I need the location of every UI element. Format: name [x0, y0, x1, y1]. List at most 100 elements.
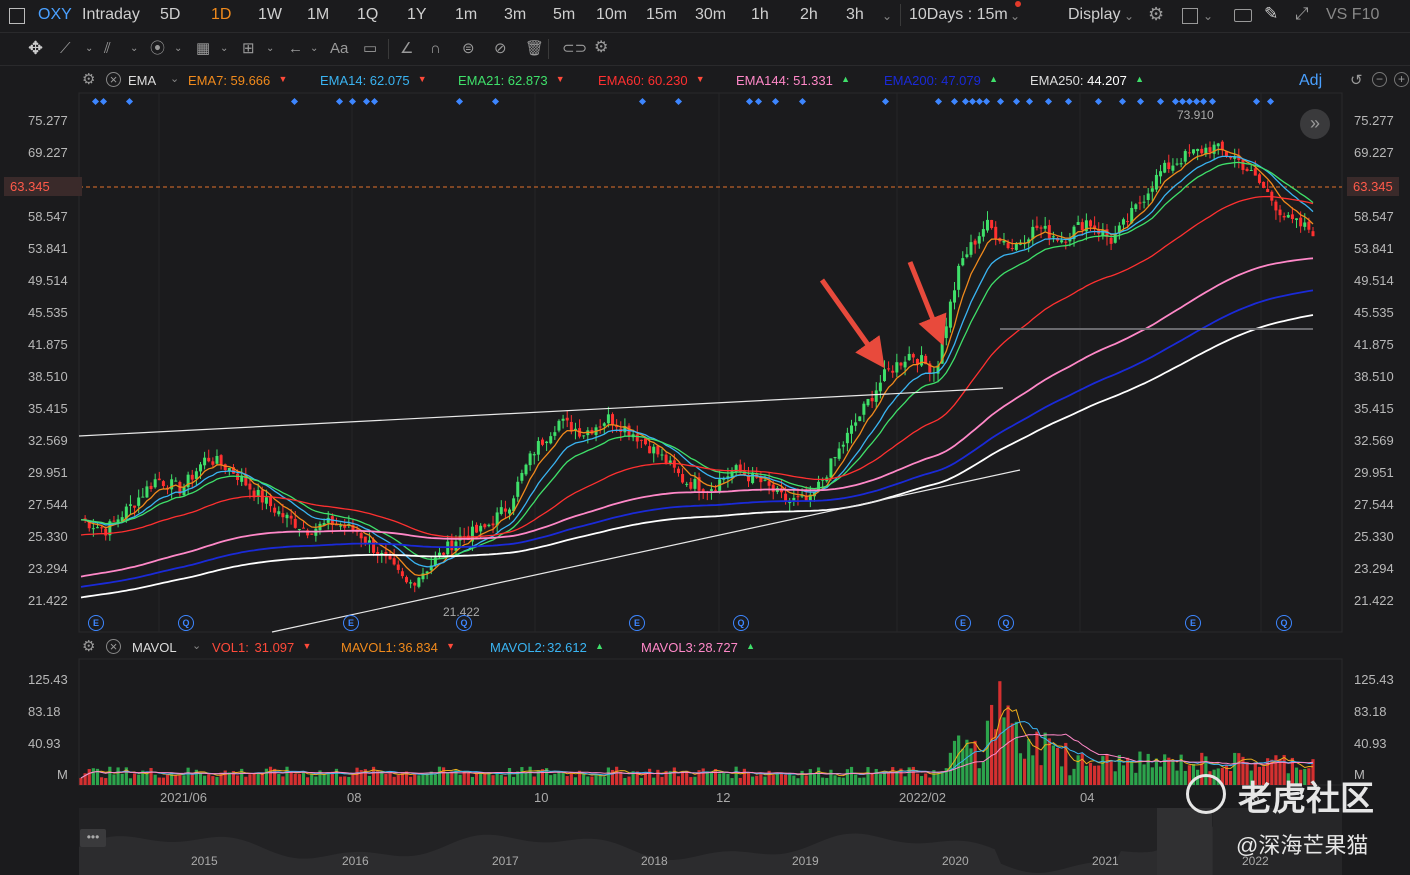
magnet-icon[interactable]: ∩: [430, 40, 441, 57]
undo-icon[interactable]: ↺: [1350, 72, 1363, 89]
channel-icon[interactable]: ⫽: [104, 40, 111, 57]
candle-body: [1167, 162, 1171, 170]
candle-body: [899, 362, 903, 366]
volume-bar: [474, 773, 479, 785]
scroll-right-button[interactable]: »: [1300, 109, 1330, 139]
period-30min[interactable]: 30m: [695, 6, 727, 23]
tool-chevron-icon[interactable]: ⌄: [174, 43, 183, 54]
mavol-chevron-icon[interactable]: ⌄: [192, 640, 202, 652]
ema-settings-gear-icon[interactable]: ⚙: [82, 71, 96, 88]
trend-line-icon[interactable]: ⟋: [60, 40, 71, 57]
candle-body: [532, 454, 536, 456]
fullscreen-icon[interactable]: ⤢: [1295, 4, 1309, 23]
period-1q[interactable]: 1Q: [357, 6, 379, 23]
zoom-in-icon[interactable]: +: [1394, 72, 1409, 87]
display-chevron-icon[interactable]: ⌄: [1124, 9, 1135, 23]
period-5min[interactable]: 5m: [553, 6, 576, 23]
hide-drawings-icon[interactable]: ⊘: [494, 40, 507, 57]
volume-bar: [1113, 771, 1117, 785]
pen-icon[interactable]: ✎: [1264, 4, 1279, 23]
vol-close-icon[interactable]: ×: [106, 639, 121, 654]
period-1h[interactable]: 1h: [751, 6, 769, 23]
volume-bar: [816, 767, 821, 785]
period-intraday[interactable]: Intraday: [82, 6, 140, 23]
volume-bar: [446, 772, 450, 785]
measure-icon[interactable]: ⊞: [242, 40, 255, 57]
candle-body: [388, 555, 392, 560]
settings-gear-icon[interactable]: ⚙: [1148, 4, 1165, 24]
period-5d[interactable]: 5D: [160, 6, 181, 23]
volume-bar: [1290, 757, 1294, 785]
volume-bar: [1224, 764, 1229, 785]
volume-bar: [734, 766, 738, 785]
ema-line-60: [80, 195, 1314, 538]
tool-chevron-icon[interactable]: ⌄: [85, 43, 94, 54]
polyline-icon[interactable]: ⦿: [150, 40, 166, 57]
fibonacci-icon[interactable]: ▦: [196, 40, 211, 57]
period-1m-month[interactable]: 1M: [307, 6, 330, 23]
trash-icon[interactable]: 🗑: [525, 40, 545, 57]
zoom-out-icon[interactable]: −: [1372, 72, 1387, 87]
candle-body: [1290, 214, 1294, 219]
ema-0-label: EMA7:: [188, 73, 228, 88]
period-3min[interactable]: 3m: [504, 6, 527, 23]
overview-handle[interactable]: •••: [80, 829, 106, 847]
ema-title[interactable]: EMA: [128, 73, 157, 88]
vol-settings-gear-icon[interactable]: ⚙: [82, 638, 96, 655]
chart-canvas[interactable]: [0, 66, 1410, 875]
vs-f10-button[interactable]: VS F10: [1326, 6, 1380, 23]
period-3h[interactable]: 3h: [846, 6, 864, 23]
period-2h[interactable]: 2h: [800, 6, 818, 23]
tool-chevron-icon[interactable]: ⌄: [266, 43, 275, 54]
period-10min[interactable]: 10m: [596, 6, 628, 23]
date-tick: 10: [534, 790, 549, 805]
range-select[interactable]: 10Days : 15m: [909, 6, 1008, 23]
candle-body: [985, 219, 989, 231]
candle-body: [1101, 230, 1105, 236]
range-chevron-icon[interactable]: ⌄: [1010, 9, 1021, 23]
period-1y[interactable]: 1Y: [407, 6, 427, 23]
ema-close-icon[interactable]: ×: [106, 72, 121, 87]
comment-icon[interactable]: ▭: [363, 40, 378, 57]
candle-body: [565, 417, 569, 421]
tool-chevron-icon[interactable]: ⌄: [310, 43, 319, 54]
volume-bar: [870, 772, 874, 785]
camera-icon[interactable]: [1234, 9, 1252, 22]
vol-3-trend-icon: ▲: [746, 641, 756, 651]
candle-body: [911, 354, 915, 358]
adj-button[interactable]: Adj: [1299, 72, 1323, 89]
tool-chevron-icon[interactable]: ⌄: [130, 43, 139, 54]
display-menu[interactable]: Display: [1068, 6, 1121, 23]
mavol-title[interactable]: MAVOL: [132, 640, 177, 655]
visibility-icon[interactable]: ⊜: [462, 40, 475, 57]
price-tick-right: 49.514: [1354, 273, 1394, 288]
layout-square-icon[interactable]: [1182, 8, 1198, 24]
tool-chevron-icon[interactable]: ⌄: [220, 43, 229, 54]
volume-bar: [1171, 760, 1175, 785]
period-1min[interactable]: 1m: [455, 6, 478, 23]
ruler-icon[interactable]: ∠: [400, 40, 414, 57]
period-1w[interactable]: 1W: [258, 6, 282, 23]
symbol-label[interactable]: OXY: [38, 6, 72, 23]
volume-bar: [1125, 757, 1130, 785]
candle-body: [91, 528, 95, 530]
link-icon[interactable]: ⊂⊃: [562, 40, 588, 57]
more-periods-chevron-icon[interactable]: ⌄: [882, 9, 893, 23]
layout-chevron-icon[interactable]: ⌄: [1203, 9, 1214, 23]
period-1d[interactable]: 1D: [211, 6, 232, 23]
divider: [900, 4, 901, 26]
volume-bar: [1142, 764, 1146, 785]
candle-body: [207, 457, 211, 462]
arrow-left-icon[interactable]: ←: [288, 40, 303, 57]
drawing-settings-gear-icon[interactable]: ⚙: [594, 39, 609, 56]
ema-chevron-icon[interactable]: ⌄: [170, 73, 180, 85]
sidebar-toggle-icon[interactable]: [9, 8, 25, 24]
volume-bar: [577, 770, 582, 785]
chart-area[interactable]: ⚙ × EMA ⌄ EMA7: 59.666 ▼ EMA14: 62.075 ▼ EMA21…: [0, 66, 1410, 875]
volume-bar: [487, 772, 491, 785]
volume-bar: [1047, 738, 1051, 785]
period-15min[interactable]: 15m: [646, 6, 678, 23]
text-icon[interactable]: Aa: [330, 40, 349, 57]
volume-bar: [829, 769, 833, 785]
move-cross-icon[interactable]: ✥: [28, 38, 44, 58]
